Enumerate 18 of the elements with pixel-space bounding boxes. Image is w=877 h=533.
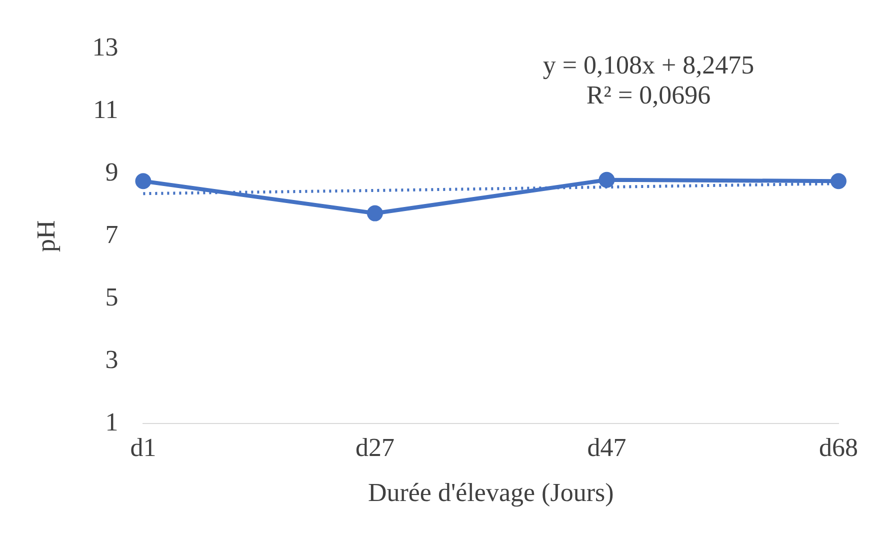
annotation: R² = 0,0696 [586,80,711,110]
point [366,205,383,222]
y-tick-label: 13 [92,32,118,62]
y-tick-label: 11 [93,94,118,124]
y-tick-label: 1 [105,407,118,436]
x-tick-label: d1 [130,433,156,462]
x-tick-label: d47 [587,433,626,462]
point [598,172,615,188]
y-tick-label: 9 [105,157,118,186]
y-axis-title: pH [31,220,60,252]
y-tick-label: 3 [105,344,118,374]
y-tick-label: 7 [105,220,118,249]
y-tick-label: 5 [105,282,118,312]
x-axis-title: Durée d'élevage (Jours) [368,478,614,508]
x-tick-label: d27 [355,433,394,462]
x-tick-label: d68 [819,433,858,462]
annotation: y = 0,108x + 8,2475 [542,50,754,80]
point [135,173,152,190]
